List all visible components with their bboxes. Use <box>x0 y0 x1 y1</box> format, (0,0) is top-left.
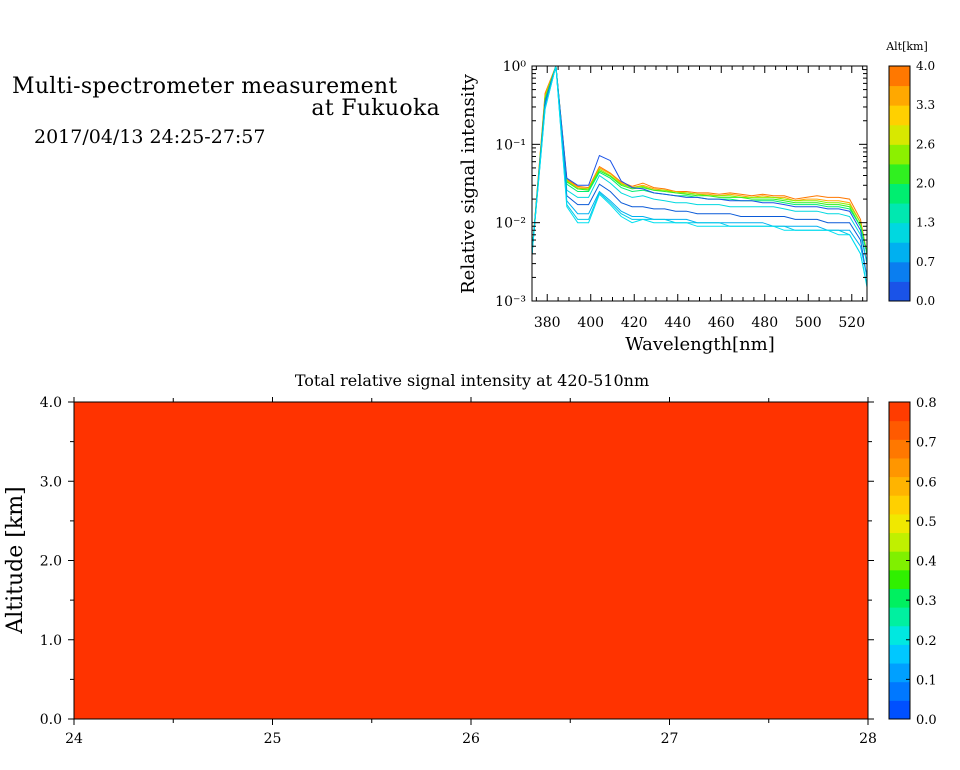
spectrum-x-tick-label: 500 <box>795 315 822 331</box>
altitude-colorbar-title: Alt[km] <box>885 40 928 53</box>
altitude-colorbar-swatch <box>889 105 910 126</box>
heatmap-frame <box>73 401 869 720</box>
intensity-colorbar-swatch <box>889 495 910 515</box>
heatmap-y-tick-label: 1.0 <box>40 633 62 649</box>
intensity-colorbar-swatch <box>889 513 910 534</box>
intensity-colorbar-swatch <box>889 402 910 422</box>
spectrum-series-line <box>531 65 868 288</box>
intensity-colorbar-label: 0.0 <box>916 713 937 728</box>
spectrum-plot-frame <box>531 65 868 302</box>
spectrum-x-tick-label: 460 <box>708 315 735 331</box>
altitude-colorbar-label: 0.7 <box>916 255 935 269</box>
altitude-colorbar-swatch <box>889 203 910 224</box>
spectrum-series-line <box>531 65 868 264</box>
intensity-colorbar-swatch <box>889 681 910 701</box>
spectrum-y-tick-label: 10⁻² <box>495 216 526 232</box>
intensity-colorbar-swatch <box>889 532 910 552</box>
spectrum-x-tick-label: 400 <box>577 315 604 331</box>
intensity-colorbar-label: 0.2 <box>916 634 937 649</box>
intensity-colorbar-label: 0.6 <box>916 475 937 490</box>
heatmap-fill <box>74 402 868 719</box>
intensity-colorbar-swatch <box>889 700 910 720</box>
heatmap-y-tick-label: 2.0 <box>40 554 62 570</box>
spectrum-series-line <box>531 65 868 254</box>
intensity-colorbar-swatch <box>889 420 910 440</box>
heatmap-x-tick-label: 26 <box>462 731 480 747</box>
spectrum-y-tick-label: 10⁰ <box>503 59 527 75</box>
altitude-colorbar-label: 0.0 <box>916 294 935 308</box>
spectrum-y-tick-label: 10⁻¹ <box>495 137 526 153</box>
altitude-colorbar-frame <box>888 65 911 302</box>
timestamp: 2017/04/13 24:25-27:57 <box>34 126 266 148</box>
spectrum-y-axis-label: Relative signal intensity <box>458 73 479 294</box>
intensity-colorbar-swatch <box>889 625 910 645</box>
altitude-colorbar-swatch <box>889 222 910 243</box>
spectrum-series-line <box>531 65 868 278</box>
altitude-colorbar-swatch <box>889 242 910 263</box>
spectrum-x-axis-label: Wavelength[nm] <box>625 334 775 355</box>
heatmap-x-tick-label: 28 <box>859 731 877 747</box>
altitude-colorbar-swatch <box>889 85 910 106</box>
heatmap-y-tick-label: 4.0 <box>40 395 62 411</box>
altitude-colorbar-swatch <box>889 281 910 302</box>
intensity-colorbar-swatch <box>889 476 910 496</box>
intensity-colorbar-label: 0.1 <box>916 673 937 688</box>
altitude-colorbar-label: 2.0 <box>916 177 935 191</box>
spectrum-x-tick-label: 440 <box>664 315 691 331</box>
altitude-colorbar-swatch <box>889 261 910 282</box>
spectrum-x-tick-label: 520 <box>838 315 865 331</box>
altitude-colorbar-swatch <box>889 183 910 204</box>
heatmap-title: Total relative signal intensity at 420-5… <box>295 371 649 390</box>
spectrum-series-line <box>531 65 868 286</box>
heatmap-x-tick-label: 27 <box>661 731 679 747</box>
altitude-colorbar-label: 2.6 <box>916 137 935 151</box>
spectrum-x-tick-label: 480 <box>751 315 778 331</box>
title-line-2: at Fukuoka <box>311 96 440 121</box>
spectrum-x-tick-label: 420 <box>621 315 648 331</box>
intensity-colorbar-label: 0.5 <box>916 515 937 530</box>
spectrum-x-tick-label: 380 <box>534 315 561 331</box>
intensity-colorbar-label: 0.4 <box>916 555 937 570</box>
altitude-colorbar-label: 4.0 <box>916 59 935 73</box>
heatmap-y-tick-label: 3.0 <box>40 474 62 490</box>
intensity-colorbar-label: 0.7 <box>916 436 937 451</box>
heatmap-x-tick-label: 24 <box>65 731 83 747</box>
intensity-colorbar-frame <box>888 401 911 720</box>
spectrum-y-tick-label: 10⁻³ <box>495 294 526 310</box>
heatmap-x-tick-label: 25 <box>264 731 282 747</box>
altitude-colorbar-swatch <box>889 144 910 165</box>
altitude-colorbar-swatch <box>889 163 910 184</box>
intensity-colorbar-swatch <box>889 644 910 664</box>
spectrum-series-line <box>531 65 868 264</box>
heatmap-y-tick-label: 0.0 <box>40 712 62 728</box>
title-line-1: Multi-spectrometer measurement <box>12 74 398 99</box>
intensity-colorbar-swatch <box>889 551 910 571</box>
intensity-colorbar-label: 0.3 <box>916 594 937 609</box>
spectrum-series-line <box>531 65 868 278</box>
intensity-colorbar-swatch <box>889 663 910 683</box>
altitude-colorbar-label: 3.3 <box>916 98 935 112</box>
intensity-colorbar-swatch <box>889 588 910 608</box>
intensity-colorbar-swatch <box>889 569 910 589</box>
spectrum-series-line <box>531 65 868 254</box>
spectrum-series-line <box>531 65 868 254</box>
altitude-colorbar-swatch <box>889 124 910 145</box>
spectrum-series-line <box>531 65 868 254</box>
intensity-colorbar-label: 0.8 <box>916 396 937 411</box>
intensity-colorbar-swatch <box>889 457 910 478</box>
heatmap-y-axis-label: Altitude [km] <box>3 486 28 634</box>
intensity-colorbar-swatch <box>889 607 910 627</box>
spectrum-series-line <box>531 65 868 254</box>
intensity-colorbar-swatch <box>889 439 910 459</box>
altitude-colorbar-swatch <box>889 66 910 87</box>
altitude-colorbar-label: 1.3 <box>916 216 935 230</box>
